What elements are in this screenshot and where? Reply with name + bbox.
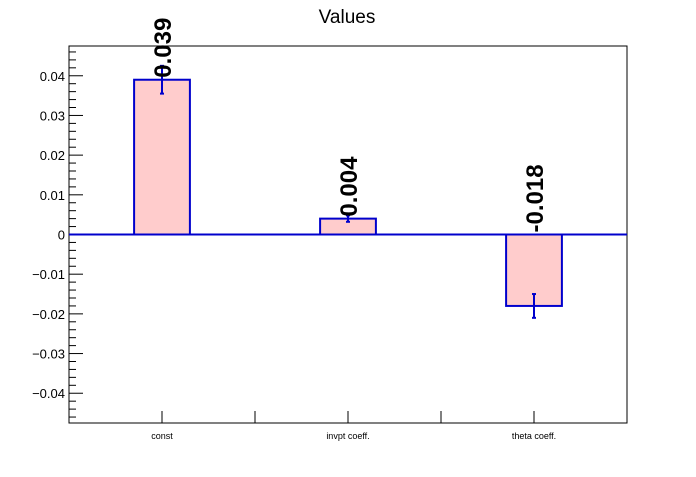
y-tick-label: −0.02 xyxy=(32,307,65,322)
bar-value-label: 0.004 xyxy=(336,156,363,217)
y-axis-labels: −0.04 −0.03 −0.02 −0.01 0 0.01 0.02 0.03 0.04 xyxy=(32,69,65,401)
bars xyxy=(133,78,563,307)
bar xyxy=(133,78,191,236)
error-bars xyxy=(160,64,536,319)
x-category-label: invpt coeff. xyxy=(326,431,369,441)
y-tick-label: −0.03 xyxy=(32,347,65,362)
x-category-label: const xyxy=(151,431,173,441)
value-labels: 0.039 0.004 -0.018 xyxy=(150,18,549,233)
y-tick-label: 0.03 xyxy=(40,108,65,123)
y-tick-label: −0.01 xyxy=(32,267,65,282)
y-axis-ticks xyxy=(69,51,83,418)
chart-title: Values xyxy=(319,7,376,28)
x-axis-labels: const invpt coeff. theta coeff. xyxy=(151,431,556,441)
bar-value-label: 0.039 xyxy=(150,18,177,78)
y-tick-label: 0.01 xyxy=(40,188,65,203)
y-tick-label: −0.04 xyxy=(32,386,65,401)
x-axis-ticks xyxy=(68,411,628,423)
y-tick-label: 0.04 xyxy=(40,69,65,84)
y-tick-label: 0.02 xyxy=(40,148,65,163)
x-category-label: theta coeff. xyxy=(512,431,556,441)
bar-value-label: -0.018 xyxy=(522,164,549,232)
y-tick-label: 0 xyxy=(58,228,65,243)
